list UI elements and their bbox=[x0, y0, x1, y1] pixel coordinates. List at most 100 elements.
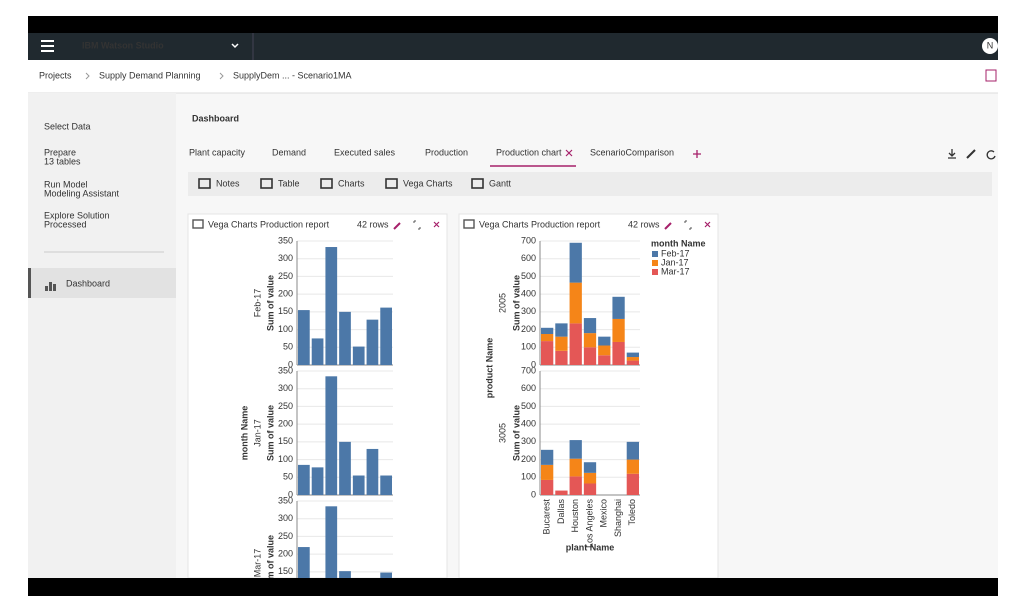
y-tick-label: 100 bbox=[521, 342, 536, 352]
toolbar-item[interactable]: Charts bbox=[338, 178, 365, 188]
bar bbox=[298, 547, 310, 578]
bar-segment bbox=[555, 350, 568, 365]
y-tick-label: 350 bbox=[278, 495, 293, 505]
axis-title: Sum of value bbox=[511, 275, 521, 331]
chevron[interactable] bbox=[231, 43, 239, 49]
legend-label: Mar-17 bbox=[661, 266, 690, 276]
breadcrumb-item[interactable]: Supply Demand Planning bbox=[99, 70, 201, 80]
card-close[interactable] bbox=[704, 221, 711, 228]
help-icon[interactable] bbox=[985, 69, 997, 82]
toolbar-icon bbox=[471, 178, 484, 189]
card-expand[interactable] bbox=[413, 220, 421, 230]
refresh-icon[interactable] bbox=[986, 150, 996, 160]
add-tab[interactable] bbox=[693, 150, 701, 158]
bar bbox=[298, 310, 310, 365]
y-tick-label: 200 bbox=[521, 454, 536, 464]
tab[interactable]: ScenarioComparison bbox=[590, 147, 674, 157]
y-tick-label: 0 bbox=[288, 489, 293, 499]
card-icon bbox=[463, 219, 475, 229]
card-edit[interactable] bbox=[664, 222, 672, 230]
bar bbox=[339, 441, 351, 495]
bar-segment bbox=[598, 355, 611, 365]
bar-segment bbox=[569, 458, 582, 477]
card bbox=[187, 213, 448, 579]
sidebar-item[interactable]: Run Model bbox=[44, 179, 88, 189]
sidebar-subtext: 13 tables bbox=[44, 156, 81, 166]
bar bbox=[339, 571, 351, 578]
sidebar-subtext: Modeling Assistant bbox=[44, 188, 120, 198]
tab[interactable]: Demand bbox=[272, 147, 306, 157]
facet-title: month Name bbox=[239, 406, 249, 461]
x-tick-label: Mexico bbox=[599, 499, 609, 528]
y-tick-label: 150 bbox=[278, 436, 293, 446]
breadcrumb-item[interactable]: Projects bbox=[39, 70, 72, 80]
axis-title: Sum of value bbox=[511, 405, 521, 461]
toolbar-item[interactable]: Table bbox=[278, 178, 300, 188]
sidebar-selected bbox=[28, 268, 176, 298]
tab[interactable]: Production bbox=[425, 147, 468, 157]
tab[interactable]: Production chart bbox=[496, 147, 562, 157]
bar-segment bbox=[612, 318, 625, 342]
tab[interactable]: Executed sales bbox=[334, 147, 396, 157]
legend-label: Jan-17 bbox=[661, 257, 689, 267]
bar-segment bbox=[626, 352, 639, 358]
download-icon[interactable] bbox=[948, 149, 956, 159]
x-tick-label: Toledo bbox=[627, 499, 637, 526]
bar-segment bbox=[555, 490, 568, 495]
bar-segment bbox=[541, 327, 554, 334]
toolbar-icon bbox=[385, 178, 398, 189]
card-expand[interactable] bbox=[684, 220, 692, 230]
toolbar-item[interactable]: Gantt bbox=[489, 178, 512, 188]
sidebar-subtext: Processed bbox=[44, 219, 87, 229]
bar-segment bbox=[583, 347, 597, 365]
bar-segment bbox=[626, 459, 639, 474]
toolbar-icon bbox=[198, 178, 211, 189]
breadcrumb-separator bbox=[219, 72, 224, 80]
x-tick-label: Bucarest bbox=[542, 499, 552, 535]
breadcrumb-bar bbox=[28, 60, 998, 93]
y-tick-label: 250 bbox=[278, 401, 293, 411]
sidebar-item[interactable]: Explore Solution bbox=[44, 210, 110, 220]
card-rows: 42 rows bbox=[357, 219, 389, 229]
tab[interactable]: Plant capacity bbox=[189, 147, 246, 157]
sidebar-dashboard[interactable]: Dashboard bbox=[66, 278, 110, 288]
facet-label: Mar-17 bbox=[252, 549, 262, 578]
tab-close[interactable] bbox=[565, 149, 573, 157]
y-tick-label: 200 bbox=[278, 289, 293, 299]
legend-title: month Name bbox=[651, 238, 706, 248]
sidebar-item[interactable]: Prepare bbox=[44, 147, 76, 157]
bar-segment bbox=[583, 472, 597, 484]
card-edit[interactable] bbox=[393, 222, 401, 230]
axis-title: Sum of value bbox=[265, 535, 275, 591]
toolbar-item[interactable]: Vega Charts bbox=[403, 178, 453, 188]
y-tick-label: 600 bbox=[521, 383, 536, 393]
bar-segment bbox=[541, 479, 554, 495]
bar bbox=[298, 464, 310, 495]
card-title: Vega Charts Production report bbox=[208, 219, 330, 229]
avatar[interactable] bbox=[982, 38, 998, 54]
legend-swatch bbox=[652, 260, 658, 266]
facet-label: Jan-17 bbox=[252, 419, 262, 447]
bar-segment bbox=[626, 473, 639, 495]
toolbar-item[interactable]: Notes bbox=[216, 178, 240, 188]
y-tick-label: 200 bbox=[278, 549, 293, 559]
edit-icon[interactable] bbox=[966, 149, 976, 159]
page-title: Dashboard bbox=[192, 113, 239, 123]
y-tick-label: 300 bbox=[521, 306, 536, 316]
bar-segment bbox=[626, 357, 639, 361]
sidebar bbox=[28, 93, 176, 578]
y-tick-label: 350 bbox=[278, 235, 293, 245]
bar bbox=[311, 467, 324, 495]
y-tick-label: 100 bbox=[278, 324, 293, 334]
bar bbox=[380, 307, 392, 365]
bar-segment bbox=[541, 464, 554, 480]
y-tick-label: 500 bbox=[521, 401, 536, 411]
bar bbox=[325, 247, 338, 365]
header bbox=[28, 33, 998, 60]
dashboard-icon bbox=[53, 284, 56, 291]
sidebar-item[interactable]: Select Data bbox=[44, 121, 91, 131]
card-close[interactable] bbox=[433, 221, 440, 228]
legend-swatch bbox=[652, 269, 658, 275]
y-tick-label: 700 bbox=[521, 235, 536, 245]
